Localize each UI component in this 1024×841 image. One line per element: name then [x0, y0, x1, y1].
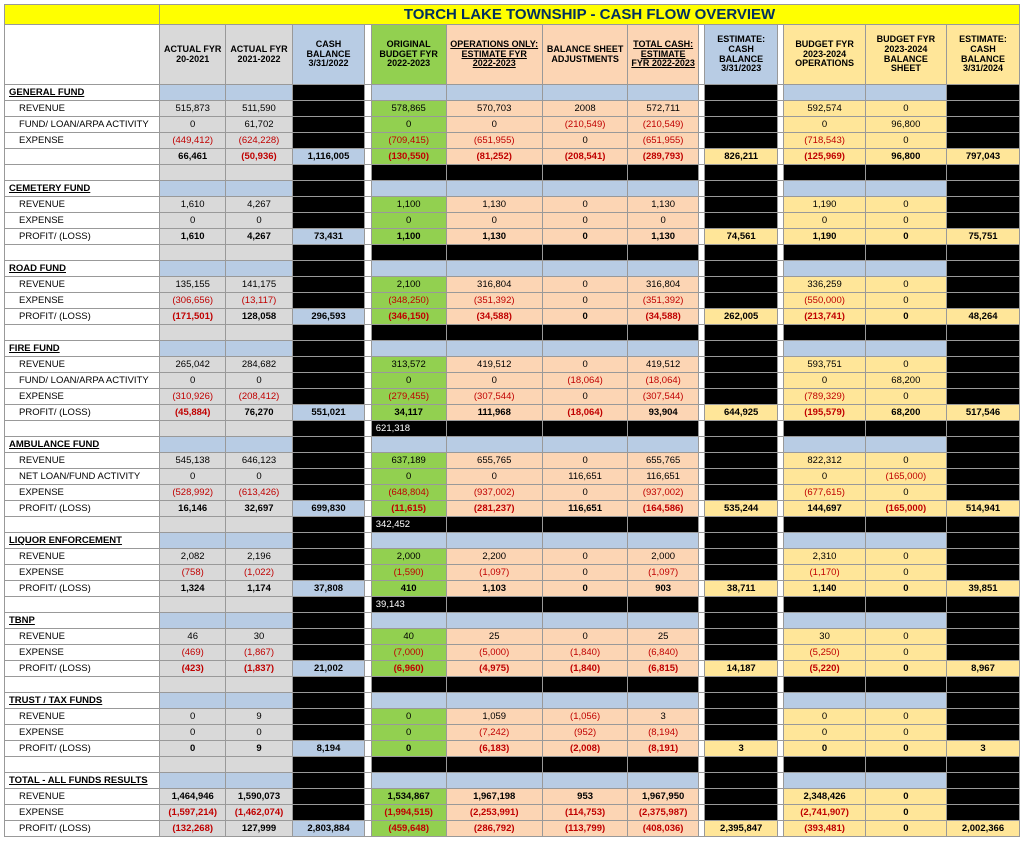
- row-label: REVENUE: [5, 197, 160, 213]
- section-header: TOTAL - ALL FUNDS RESULTS: [5, 773, 160, 789]
- row-label: PROFIT/ (LOSS): [5, 309, 160, 325]
- section-header: ROAD FUND: [5, 261, 160, 277]
- section-header: GENERAL FUND: [5, 85, 160, 101]
- row-label: REVENUE: [5, 277, 160, 293]
- row-label: NET LOAN/FUND ACTIVITY: [5, 469, 160, 485]
- row-label: REVENUE: [5, 629, 160, 645]
- row-label: FUND/ LOAN/ARPA ACTIVITY: [5, 117, 160, 133]
- row-label: EXPENSE: [5, 725, 160, 741]
- row-label: REVENUE: [5, 357, 160, 373]
- row-label: PROFIT/ (LOSS): [5, 821, 160, 837]
- row-label: EXPENSE: [5, 213, 160, 229]
- section-header: AMBULANCE FUND: [5, 437, 160, 453]
- row-label: PROFIT/ (LOSS): [5, 581, 160, 597]
- row-label: PROFIT/ (LOSS): [5, 661, 160, 677]
- cashflow-table: TORCH LAKE TOWNSHIP - CASH FLOW OVERVIEW…: [4, 4, 1020, 837]
- row-label: PROFIT/ (LOSS): [5, 405, 160, 421]
- row-label: REVENUE: [5, 101, 160, 117]
- section-header: CEMETERY FUND: [5, 181, 160, 197]
- row-label: EXPENSE: [5, 389, 160, 405]
- section-header: FIRE FUND: [5, 341, 160, 357]
- section-header: TBNP: [5, 613, 160, 629]
- row-label: REVENUE: [5, 549, 160, 565]
- row-label: [5, 149, 160, 165]
- page-title: TORCH LAKE TOWNSHIP - CASH FLOW OVERVIEW: [160, 5, 1020, 25]
- row-label: FUND/ LOAN/ARPA ACTIVITY: [5, 373, 160, 389]
- row-label: EXPENSE: [5, 645, 160, 661]
- row-label: REVENUE: [5, 709, 160, 725]
- row-label: PROFIT/ (LOSS): [5, 229, 160, 245]
- row-label: PROFIT/ (LOSS): [5, 501, 160, 517]
- row-label: EXPENSE: [5, 565, 160, 581]
- row-label: EXPENSE: [5, 485, 160, 501]
- row-label: EXPENSE: [5, 293, 160, 309]
- section-header: TRUST / TAX FUNDS: [5, 693, 160, 709]
- row-label: PROFIT/ (LOSS): [5, 741, 160, 757]
- row-label: EXPENSE: [5, 133, 160, 149]
- section-header: LIQUOR ENFORCEMENT: [5, 533, 160, 549]
- row-label: EXPENSE: [5, 805, 160, 821]
- row-label: REVENUE: [5, 453, 160, 469]
- row-label: REVENUE: [5, 789, 160, 805]
